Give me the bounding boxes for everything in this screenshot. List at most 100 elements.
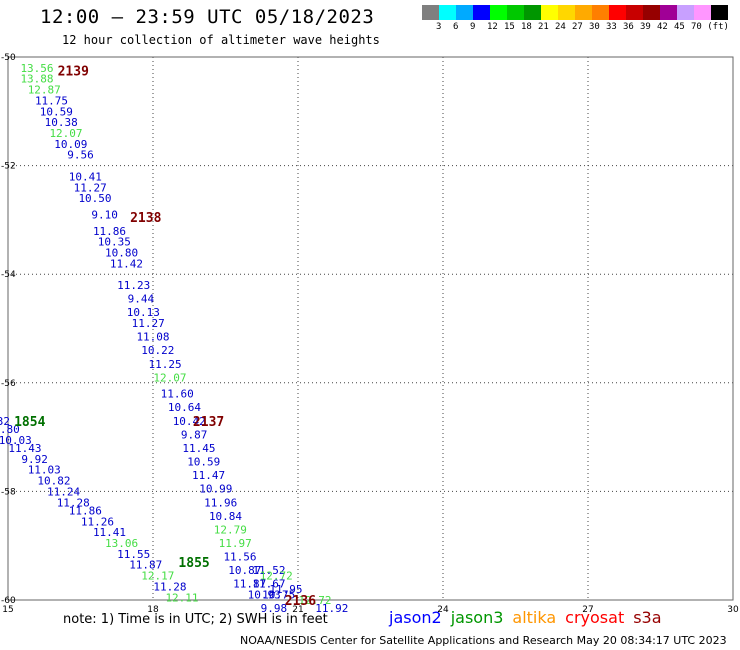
colorbar-label: 12 [487,22,498,32]
page-title: 12:00 — 23:59 UTC 05/18/2023 [40,6,375,28]
wave-height-label: 9.87 [181,428,208,441]
pass-number-label: 2136 [285,594,316,609]
colorbar-label: 70 (ft) [691,22,729,32]
page-subtitle: 12 hour collection of altimeter wave hei… [62,33,380,47]
wave-height-label: 11.23 [117,279,150,292]
y-tick-label: -50 [1,53,16,63]
wave-height-label: 11.26 [81,515,114,528]
wave-height-label: 11.92 [315,602,348,615]
colorbar-label: 30 [589,22,600,32]
wave-height-label: 9.44 [128,293,155,306]
wave-height-label: 10.64 [168,401,201,414]
wave-height-label: 11.95 [269,583,302,596]
colorbar-label: 18 [521,22,532,32]
wave-height-label: 11.75 [35,94,68,107]
wave-height-label: 11.97 [219,537,252,550]
colorbar-swatch [541,5,558,20]
wave-height-label: 10.82 [37,475,70,488]
legend-item-altika: altika [512,608,557,627]
wave-height-label: 10.35 [98,236,131,249]
colorbar-swatch [677,5,694,20]
colorbar-swatch [439,5,456,20]
wave-height-label: 11.45 [182,442,215,455]
wave-height-label: 10.59 [187,456,220,469]
wave-height-label: 10.87 [228,564,261,577]
wave-height-label: 10.50 [78,192,111,205]
wave-height-label: 10.38 [45,116,78,129]
x-tick-label: 15 [2,605,13,615]
wave-height-label: 9.56 [67,149,94,162]
colorbar-swatch [473,5,490,20]
pass-number-label: 1855 [178,556,209,571]
wave-height-label: 11.60 [161,388,194,401]
wave-height-label: 12.87 [28,84,61,97]
pass-number-label: 1854 [14,415,45,430]
colorbar-swatch [643,5,660,20]
wave-height-label: 10.80 [105,246,138,259]
wave-height-label: 11.41 [93,526,126,539]
wave-height-label: 11.47 [192,469,225,482]
wave-height-label: 11.86 [69,504,102,517]
wave-height-label: 10.75 [262,589,295,602]
wave-height-label: 10.22 [141,344,174,357]
pass-number-label: 2137 [193,415,224,430]
wave-height-label: 11.28 [153,580,186,593]
wave-height-label: 11.87 [129,559,162,572]
colorbar-swatch [575,5,592,20]
data-points: 13.5613.8812.8711.7510.5910.3812.0710.09… [0,62,348,615]
colorbar-swatch [694,5,711,20]
colorbar-label: 45 [674,22,685,32]
wave-height-label: 12.72 [260,570,293,583]
wave-height-label: 10.93 [248,589,281,602]
y-tick-label: -58 [1,487,16,497]
wave-height-label: 11.28 [57,496,90,509]
colorbar-swatch [456,5,473,20]
colorbar-swatch [626,5,643,20]
x-tick-label: 24 [437,605,449,615]
wave-height-label: 12.07 [49,127,82,140]
colorbar-label: 15 [504,22,515,32]
wave-height-label: 11.55 [117,548,150,561]
wave-height-label: 12.11 [165,591,198,604]
colorbar-swatch [609,5,626,20]
wave-height-label: 11.56 [223,551,256,564]
wave-height-label: 10.42 [173,415,206,428]
legend-item-cryosat: cryosat [565,608,625,627]
wave-height-label: 11.67 [252,578,285,591]
wave-height-label: 9.10 [91,208,118,221]
colorbar-swatch [711,5,728,20]
x-tick-label: 18 [147,605,159,615]
chart-frame [7,56,734,601]
colorbar-label: 39 [640,22,651,32]
wave-height-label: 11.24 [47,485,80,498]
x-tick-label: 30 [727,605,739,615]
wave-height-label: 11.03 [28,464,61,477]
colorbar-swatch [592,5,609,20]
wave-height-label: 11.32 [0,415,10,428]
axis-ticks: 15 18 21 24 27 30 -50 -52 -54 -56 -58 -60 [1,53,739,615]
colorbar-swatch [490,5,507,20]
credit-line: NOAA/NESDIS Center for Satellite Applica… [240,634,727,647]
wave-height-label: 12.79 [214,523,247,536]
colorbar-swatch [422,5,439,20]
pass-number-label: 2138 [130,211,161,226]
colorbar-label: 36 [623,22,634,32]
wave-height-label: 11.27 [132,317,165,330]
wave-height-label: 11.96 [204,496,237,509]
legend-item-jason3: jason3 [450,608,504,627]
colorbar-label: 33 [606,22,617,32]
wave-height-label: 10.03 [0,434,32,447]
colorbar-label: 21 [538,22,549,32]
wave-height-label: 11.25 [149,358,182,371]
wave-height-label: 11.87 [233,578,266,591]
pass-labels: 2139 2138 2137 1854 1855 2136 [14,65,316,609]
y-tick-label: -54 [1,270,16,280]
wave-height-label: 13.88 [20,73,53,86]
wave-height-label: 10.41 [69,170,102,183]
colorbar-label: 3 [436,22,442,32]
chart-grid [7,56,734,601]
y-tick-label: -52 [1,162,16,172]
colorbar-label: 42 [657,22,668,32]
colorbar-label: 27 [572,22,583,32]
